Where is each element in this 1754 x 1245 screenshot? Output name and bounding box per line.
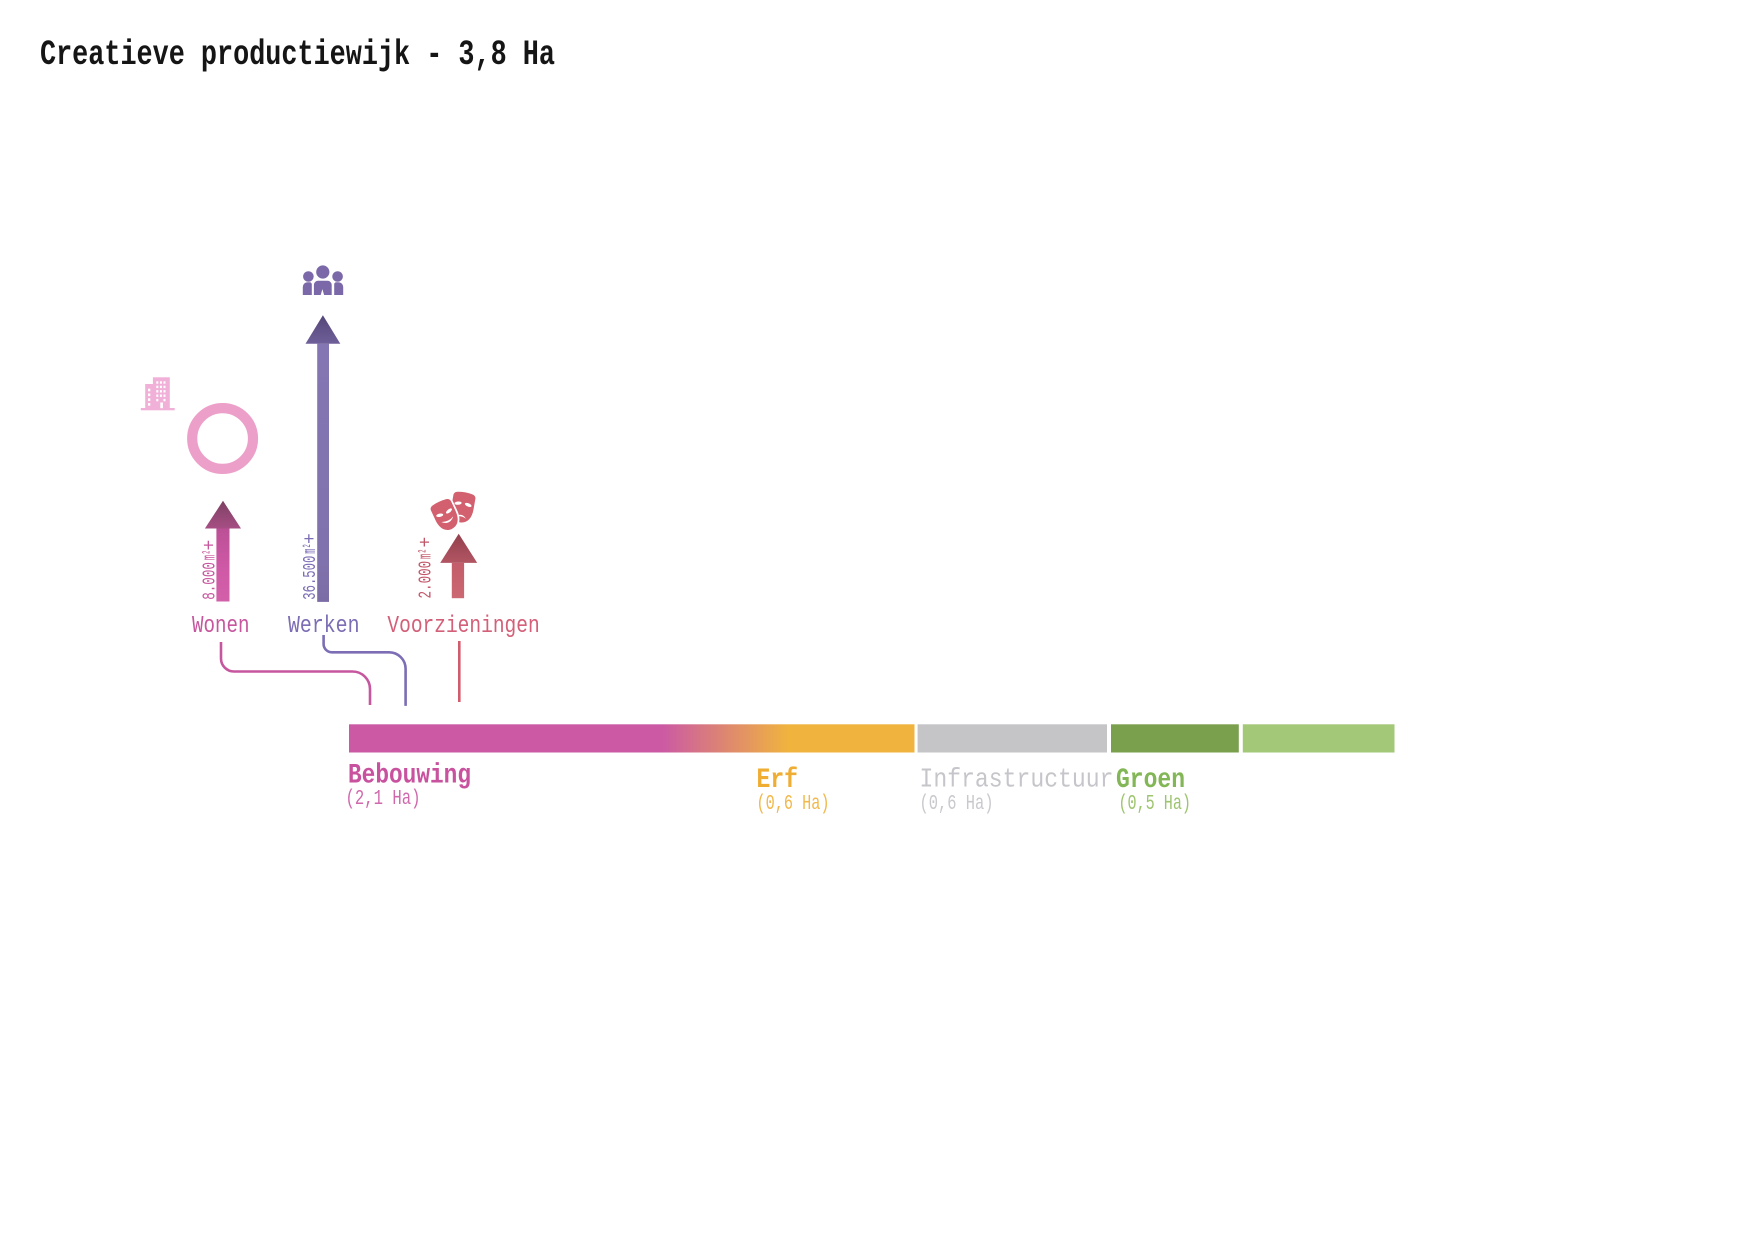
svg-text:m²: m²: [417, 549, 437, 560]
svg-text:m²: m²: [200, 550, 220, 561]
svg-text:36.500: 36.500: [301, 556, 321, 600]
svg-text:m²: m²: [301, 543, 321, 554]
svg-text:2.000: 2.000: [417, 561, 437, 599]
svg-text:8.000: 8.000: [200, 562, 220, 600]
svg-text:(0,5 Ha): (0,5 Ha): [1119, 793, 1192, 816]
svg-text:(2,1 Ha): (2,1 Ha): [346, 788, 421, 811]
svg-text:Voorzieningen: Voorzieningen: [387, 613, 539, 640]
svg-text:Bebouwing: Bebouwing: [348, 761, 471, 792]
svg-text:+: +: [301, 533, 321, 544]
svg-text:+: +: [417, 537, 437, 548]
svg-text:Wonen: Wonen: [192, 613, 250, 640]
svg-text:(0,6 Ha): (0,6 Ha): [757, 793, 830, 816]
svg-text:Infrastructuur: Infrastructuur: [920, 766, 1114, 796]
svg-text:+: +: [200, 540, 220, 551]
svg-text:Groen: Groen: [1116, 765, 1185, 796]
svg-text:(0,6 Ha): (0,6 Ha): [920, 793, 994, 816]
svg-text:Creatieve productiewijk - 3,8: Creatieve productiewijk - 3,8 Ha: [40, 34, 555, 75]
svg-text:Erf: Erf: [757, 765, 799, 796]
